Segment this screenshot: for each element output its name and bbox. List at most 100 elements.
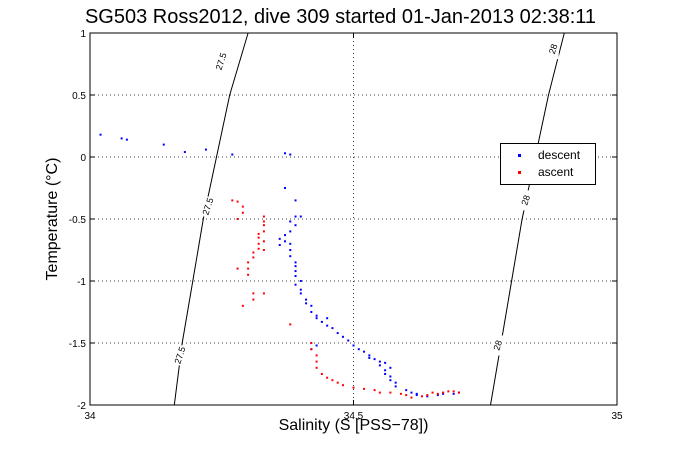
data-point-descent <box>426 395 429 398</box>
data-point-descent <box>384 369 387 372</box>
data-point-ascent <box>410 396 413 399</box>
contour-label: 28 <box>547 43 560 56</box>
data-point-descent <box>294 283 297 286</box>
data-point-descent <box>315 317 318 320</box>
data-point-ascent <box>252 292 255 295</box>
data-point-ascent <box>426 394 429 397</box>
data-point-ascent <box>257 232 260 235</box>
data-point-ascent <box>252 298 255 301</box>
contour-label-bg <box>216 51 227 72</box>
data-point-descent <box>378 364 381 367</box>
data-point-ascent <box>457 391 460 394</box>
x-tick-label: 34.5 <box>344 411 364 422</box>
data-point-descent <box>289 255 292 258</box>
data-point-descent <box>283 187 286 189</box>
data-point-descent <box>310 304 313 307</box>
data-point-ascent <box>257 247 260 250</box>
data-point-descent <box>162 143 165 146</box>
data-point-ascent <box>241 304 244 307</box>
data-point-descent <box>294 199 297 202</box>
data-point-ascent <box>373 389 376 392</box>
data-point-descent <box>315 344 318 347</box>
data-point-descent <box>305 302 308 305</box>
data-point-descent <box>99 133 102 136</box>
data-point-ascent <box>236 200 239 203</box>
contour-label-bg <box>203 196 214 217</box>
y-tick-label: -0.5 <box>69 215 87 226</box>
data-point-descent <box>120 137 123 140</box>
data-point-descent <box>183 151 186 154</box>
y-axis-label: Temperature (°C) <box>44 157 61 281</box>
data-point-descent <box>299 292 302 295</box>
chart-title: SG503 Ross2012, dive 309 started 01-Jan-… <box>84 6 597 28</box>
data-point-ascent <box>310 342 313 344</box>
contour-label-bg <box>175 345 186 366</box>
data-point-ascent <box>247 261 250 264</box>
data-point-descent <box>410 391 413 394</box>
data-point-descent <box>363 350 366 353</box>
data-point-ascent <box>247 273 250 276</box>
data-point-ascent <box>326 376 329 379</box>
y-tick-label: -1.5 <box>69 339 87 350</box>
data-point-ascent <box>262 249 265 251</box>
data-point-ascent <box>231 199 234 202</box>
data-point-descent <box>378 360 381 363</box>
data-point-ascent <box>447 390 450 393</box>
data-point-descent <box>326 317 329 320</box>
data-point-ascent <box>341 384 344 387</box>
data-point-descent <box>389 366 392 369</box>
data-point-descent <box>352 344 355 347</box>
data-point-descent <box>310 311 313 313</box>
data-point-descent <box>415 392 418 395</box>
data-point-descent <box>289 153 292 156</box>
data-point-ascent <box>431 391 434 394</box>
data-point-ascent <box>257 236 260 239</box>
data-point-ascent <box>352 386 355 389</box>
data-point-ascent <box>262 292 265 295</box>
data-point-descent <box>442 392 445 395</box>
x-tick-label: 35 <box>611 411 623 422</box>
data-point-descent <box>394 385 397 388</box>
data-point-descent <box>341 335 344 338</box>
data-point-descent <box>299 215 302 218</box>
data-point-descent <box>294 275 297 278</box>
data-point-ascent <box>262 215 265 218</box>
data-point-ascent <box>436 392 439 395</box>
legend-marker-descent <box>518 154 521 157</box>
data-point-ascent <box>252 251 255 254</box>
data-point-ascent <box>315 366 318 369</box>
y-tick-label: -2 <box>77 401 86 412</box>
data-point-ascent <box>405 394 408 397</box>
data-point-ascent <box>363 387 366 390</box>
legend: descent ascent <box>500 143 596 185</box>
y-tick-label: 1 <box>80 29 86 40</box>
data-point-descent <box>294 270 297 273</box>
y-tick-label: 0 <box>80 153 86 164</box>
data-point-descent <box>436 394 439 397</box>
data-point-ascent <box>399 392 402 395</box>
data-point-ascent <box>262 230 265 233</box>
data-point-descent <box>384 361 387 364</box>
data-point-descent <box>373 358 376 361</box>
data-point-descent <box>331 327 334 330</box>
data-point-descent <box>283 240 286 243</box>
contour-line-27-5 <box>173 32 249 406</box>
data-point-descent <box>204 148 207 151</box>
data-point-descent <box>389 379 392 382</box>
data-point-descent <box>289 220 292 223</box>
data-point-descent <box>384 373 387 375</box>
legend-label-descent: descent <box>538 148 581 162</box>
grid-lines <box>90 33 617 405</box>
data-point-descent <box>278 244 281 247</box>
legend-item-descent: descent <box>501 148 595 164</box>
data-point-descent <box>283 234 286 237</box>
data-point-descent <box>368 354 371 357</box>
contour-label: 28 <box>492 339 505 352</box>
data-point-descent <box>299 288 302 291</box>
data-point-descent <box>368 356 371 359</box>
data-point-descent <box>231 153 234 156</box>
data-point-descent <box>394 381 397 384</box>
data-point-ascent <box>320 373 323 375</box>
data-point-ascent <box>262 220 265 223</box>
data-point-descent <box>294 224 297 227</box>
